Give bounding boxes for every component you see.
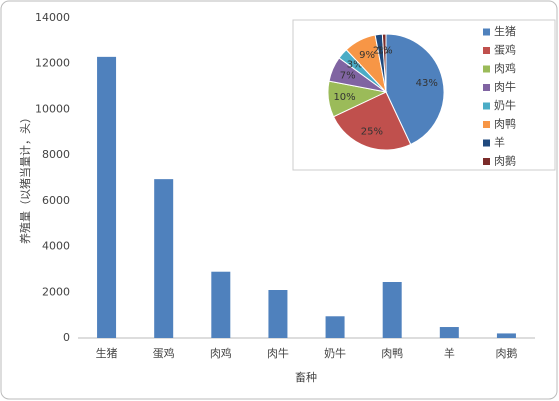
legend-swatch [483, 65, 490, 73]
data-label: 3% [347, 59, 363, 70]
legend-label: 肉鹅 [494, 154, 516, 168]
x-tick-label: 肉鸭 [381, 347, 403, 360]
legend-swatch [483, 102, 490, 110]
y-tick-label: 0 [63, 331, 70, 344]
data-label: 7% [340, 70, 356, 81]
data-label: 10% [333, 92, 355, 103]
pie-slice [385, 33, 445, 146]
legend-label: 奶牛 [494, 98, 516, 112]
data-label: 43% [416, 78, 438, 89]
x-tick-label: 肉鸡 [210, 346, 232, 360]
legend-swatch [483, 121, 490, 128]
y-tick-label: 6000 [42, 194, 70, 207]
legend-swatch [483, 84, 490, 91]
bar [211, 271, 231, 338]
bar [325, 316, 345, 338]
y-tick-label: 10000 [35, 102, 70, 115]
x-tick-label: 生猪 [96, 346, 118, 360]
legend-label: 生猪 [494, 24, 516, 38]
legend-label: 肉鸭 [494, 118, 516, 131]
pie-slice [332, 91, 412, 151]
y-tick-label: 12000 [35, 57, 70, 70]
y-tick-label: 2000 [42, 285, 70, 298]
legend-label: 羊 [494, 135, 505, 149]
x-tick-label: 蛋鸡 [153, 346, 175, 360]
x-tick-label: 奶牛 [324, 346, 346, 360]
legend-swatch [483, 158, 490, 165]
y-axis-label: 养殖量（以猪当量计，头） [18, 112, 32, 244]
y-tick-label: 8000 [42, 148, 70, 161]
data-label: 1% [377, 45, 393, 56]
x-tick-label: 肉鹅 [495, 346, 517, 360]
x-tick-label: 羊 [444, 346, 455, 360]
data-label: 2% [373, 46, 389, 57]
pie-slice [381, 33, 387, 93]
data-label: 25% [361, 126, 383, 137]
legend-label: 肉牛 [494, 80, 516, 94]
x-tick-label: 肉牛 [267, 346, 289, 360]
legend-label: 肉鸡 [494, 61, 516, 75]
legend-swatch [483, 28, 490, 36]
y-tick-label: 14000 [35, 11, 70, 24]
legend-label: 蛋鸡 [494, 43, 516, 57]
x-axis-label: 畜种 [295, 370, 317, 384]
bar [154, 179, 174, 338]
data-label: 9% [359, 50, 375, 61]
legend-swatch [483, 139, 490, 147]
bar [496, 333, 516, 338]
bar [439, 327, 459, 338]
y-tick-label: 4000 [42, 240, 70, 253]
legend-swatch [483, 47, 490, 54]
bar [382, 282, 402, 338]
bar [97, 56, 117, 338]
bar [268, 290, 288, 338]
